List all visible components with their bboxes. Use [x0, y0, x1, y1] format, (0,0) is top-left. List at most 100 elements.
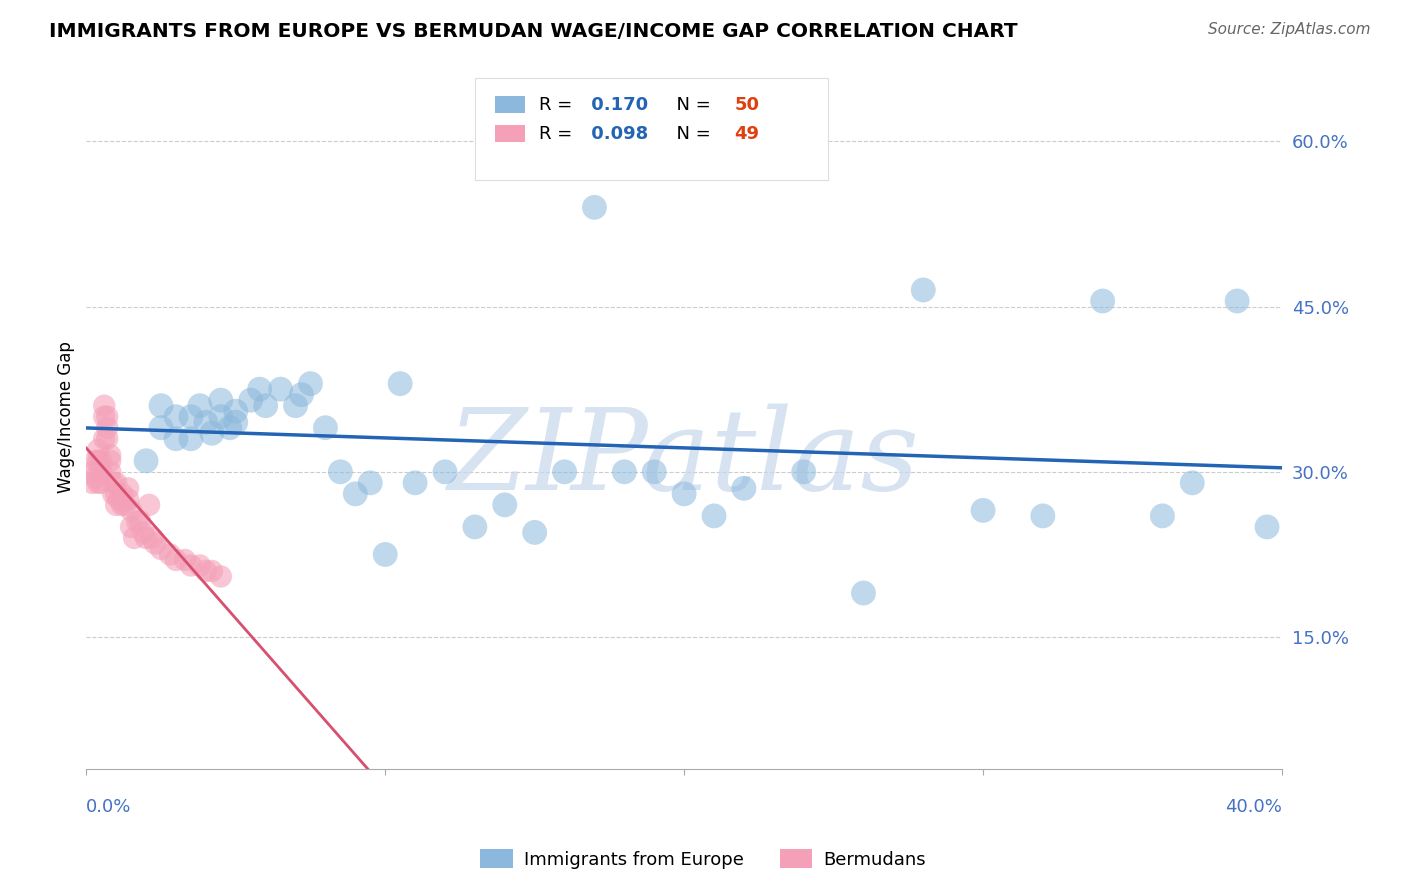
- Point: [374, 548, 396, 562]
- Point: [523, 525, 546, 540]
- Point: [150, 399, 173, 413]
- Point: [344, 487, 367, 501]
- Point: [359, 475, 381, 490]
- Point: [1152, 508, 1174, 523]
- Point: [96, 409, 118, 424]
- Point: [174, 553, 197, 567]
- Point: [218, 421, 240, 435]
- Point: [188, 558, 211, 573]
- Point: [105, 475, 128, 490]
- Text: N =: N =: [665, 125, 717, 143]
- Point: [98, 448, 121, 462]
- Point: [96, 421, 118, 435]
- FancyBboxPatch shape: [495, 125, 524, 143]
- Point: [93, 409, 115, 424]
- Point: [105, 498, 128, 512]
- Point: [132, 525, 155, 540]
- Point: [87, 454, 110, 468]
- Point: [90, 454, 112, 468]
- Point: [129, 515, 152, 529]
- Text: 50: 50: [734, 95, 759, 113]
- Point: [96, 432, 118, 446]
- Y-axis label: Wage/Income Gap: Wage/Income Gap: [58, 341, 75, 492]
- Point: [554, 465, 576, 479]
- Point: [90, 465, 112, 479]
- Text: R =: R =: [540, 125, 578, 143]
- Point: [793, 465, 815, 479]
- Point: [180, 558, 202, 573]
- Point: [270, 382, 292, 396]
- Point: [225, 415, 247, 429]
- Point: [389, 376, 412, 391]
- Point: [120, 520, 142, 534]
- FancyBboxPatch shape: [475, 78, 828, 180]
- Point: [87, 442, 110, 457]
- Point: [404, 475, 426, 490]
- Point: [613, 465, 636, 479]
- Point: [209, 393, 232, 408]
- Point: [1032, 508, 1054, 523]
- Point: [433, 465, 456, 479]
- Point: [494, 498, 516, 512]
- Point: [284, 399, 307, 413]
- Point: [209, 569, 232, 583]
- Point: [111, 498, 134, 512]
- Point: [249, 382, 271, 396]
- Point: [1226, 293, 1249, 308]
- Point: [225, 404, 247, 418]
- Point: [120, 503, 142, 517]
- Point: [201, 426, 224, 441]
- Text: 0.0%: 0.0%: [86, 797, 132, 815]
- Text: 40.0%: 40.0%: [1225, 797, 1282, 815]
- Text: N =: N =: [665, 95, 717, 113]
- Point: [254, 399, 277, 413]
- Point: [1181, 475, 1204, 490]
- Point: [733, 481, 755, 495]
- Point: [98, 465, 121, 479]
- Point: [194, 415, 217, 429]
- Point: [84, 470, 107, 484]
- Point: [1091, 293, 1114, 308]
- Point: [165, 553, 187, 567]
- Point: [82, 475, 104, 490]
- Point: [159, 548, 181, 562]
- Text: 49: 49: [734, 125, 759, 143]
- Point: [141, 531, 163, 545]
- Point: [299, 376, 322, 391]
- Point: [108, 492, 131, 507]
- Point: [188, 399, 211, 413]
- Point: [105, 487, 128, 501]
- Text: Source: ZipAtlas.com: Source: ZipAtlas.com: [1208, 22, 1371, 37]
- Point: [673, 487, 696, 501]
- Point: [165, 432, 187, 446]
- Point: [98, 454, 121, 468]
- Point: [180, 432, 202, 446]
- Point: [972, 503, 994, 517]
- Point: [703, 508, 725, 523]
- Point: [912, 283, 935, 297]
- Text: R =: R =: [540, 95, 578, 113]
- Point: [194, 564, 217, 578]
- Point: [201, 564, 224, 578]
- Point: [150, 541, 173, 556]
- Point: [643, 465, 665, 479]
- Point: [165, 409, 187, 424]
- Point: [180, 409, 202, 424]
- Point: [852, 586, 875, 600]
- Point: [122, 531, 145, 545]
- FancyBboxPatch shape: [495, 95, 524, 113]
- Point: [209, 409, 232, 424]
- Point: [127, 515, 149, 529]
- Point: [87, 475, 110, 490]
- Legend: Immigrants from Europe, Bermudans: Immigrants from Europe, Bermudans: [474, 842, 932, 876]
- Point: [117, 481, 139, 495]
- Point: [150, 421, 173, 435]
- Point: [135, 454, 157, 468]
- Text: ZIPatlas: ZIPatlas: [449, 404, 920, 515]
- Point: [314, 421, 336, 435]
- Point: [93, 399, 115, 413]
- Point: [111, 487, 134, 501]
- Text: 0.170: 0.170: [585, 95, 648, 113]
- Point: [1256, 520, 1278, 534]
- Point: [138, 498, 160, 512]
